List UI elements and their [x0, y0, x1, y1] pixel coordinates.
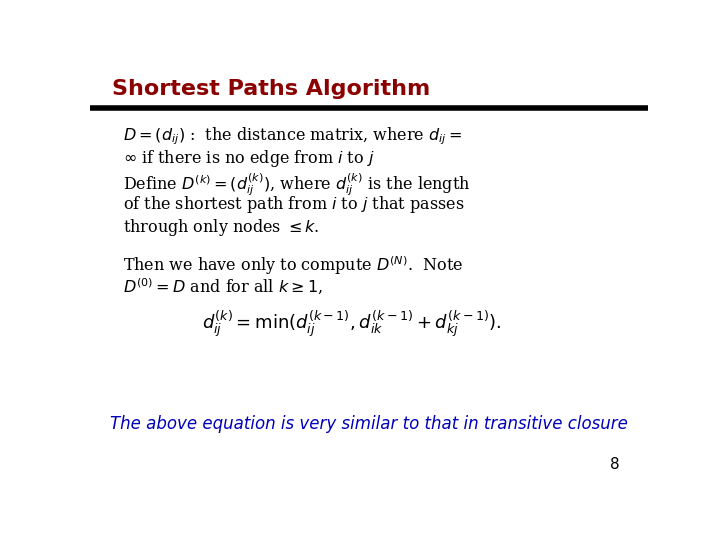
- Text: Then we have only to compute $D^{(N)}$.  Note: Then we have only to compute $D^{(N)}$. …: [124, 254, 464, 276]
- Text: $D = (d_{ij})$ :  the distance matrix, where $d_{ij} =$: $D = (d_{ij})$ : the distance matrix, wh…: [124, 125, 462, 147]
- Text: $d_{ij}^{(k)} = \min(d_{ij}^{(k-1)}, d_{ik}^{(k-1)} + d_{kj}^{(k-1)}).$: $d_{ij}^{(k)} = \min(d_{ij}^{(k-1)}, d_{…: [202, 308, 501, 339]
- Text: 8: 8: [611, 457, 620, 472]
- Text: Shortest Paths Algorithm: Shortest Paths Algorithm: [112, 79, 431, 99]
- Text: The above equation is very similar to that in transitive closure: The above equation is very similar to th…: [110, 415, 628, 433]
- Text: $D^{(0)} = D$ and for all $k \geq 1$,: $D^{(0)} = D$ and for all $k \geq 1$,: [124, 277, 323, 297]
- Text: of the shortest path from $i$ to $j$ that passes: of the shortest path from $i$ to $j$ tha…: [124, 194, 465, 215]
- Text: Define $D^{(k)} = (d_{ij}^{(k)})$, where $d_{ij}^{(k)}$ is the length: Define $D^{(k)} = (d_{ij}^{(k)})$, where…: [124, 171, 471, 198]
- Text: through only nodes $\leq k$.: through only nodes $\leq k$.: [124, 217, 320, 238]
- Text: $\infty$ if there is no edge from $i$ to $j$: $\infty$ if there is no edge from $i$ to…: [124, 148, 375, 169]
